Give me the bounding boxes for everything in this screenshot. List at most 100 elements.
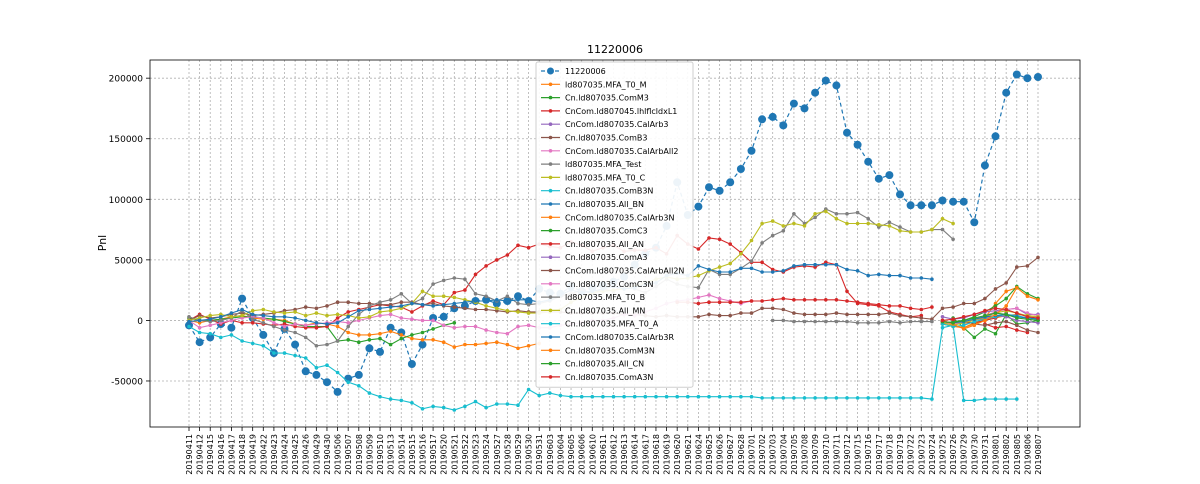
data-point	[739, 300, 743, 305]
data-point	[760, 306, 764, 311]
legend-label: ld807035.MFA_T0_M	[565, 80, 647, 89]
x-tick-label: 20190801	[992, 434, 1001, 475]
data-point	[696, 295, 701, 300]
data-point	[378, 302, 382, 307]
data-point	[781, 307, 786, 312]
data-point	[240, 339, 244, 343]
data-point	[792, 298, 796, 302]
data-point	[579, 394, 584, 399]
data-point	[686, 394, 690, 399]
x-tick-label: 20190702	[758, 434, 767, 475]
data-point	[250, 317, 255, 322]
data-point	[940, 325, 945, 330]
x-tick-label: 20190718	[885, 434, 894, 475]
data-point	[367, 315, 372, 319]
data-point	[227, 323, 236, 332]
data-point	[885, 171, 894, 180]
data-point	[346, 380, 351, 385]
data-point	[696, 285, 701, 290]
x-tick-label: 20190529	[514, 434, 523, 475]
data-point	[834, 311, 839, 315]
data-point	[993, 306, 998, 311]
x-tick-label: 20190806	[1023, 434, 1032, 475]
data-point	[832, 81, 841, 90]
legend-swatch-marker	[548, 175, 553, 180]
legend-label: CnCom.ld807045.lhlflcldxL1	[565, 107, 677, 116]
data-point	[505, 331, 510, 336]
data-point	[792, 221, 796, 226]
x-tick-label: 20190430	[323, 434, 332, 475]
x-tick-label: 20190614	[631, 434, 640, 475]
data-point	[431, 404, 435, 409]
data-point	[378, 300, 382, 305]
legend-label: ld807035.MFA_T0_B	[565, 293, 645, 302]
x-tick-label: 20190712	[843, 434, 852, 475]
data-point	[834, 212, 839, 216]
data-point	[463, 342, 467, 347]
data-point	[855, 269, 860, 273]
data-point	[705, 183, 713, 192]
data-point	[441, 340, 446, 345]
legend-item: 11220006	[541, 67, 606, 76]
data-point	[505, 342, 510, 347]
data-point	[887, 311, 892, 315]
data-point	[399, 333, 404, 337]
data-point	[993, 397, 998, 401]
data-point	[452, 408, 457, 412]
data-point	[1015, 328, 1019, 332]
data-point	[877, 312, 881, 317]
data-point	[484, 264, 488, 268]
legend-item: CnCom.ld807035.CalArbAll2	[541, 147, 678, 156]
data-point	[495, 258, 499, 262]
legend-swatch-marker	[548, 308, 553, 313]
data-point	[1025, 294, 1030, 299]
data-point	[452, 290, 457, 295]
data-point	[877, 272, 881, 277]
data-point	[993, 331, 998, 336]
data-point	[696, 315, 701, 319]
data-point	[420, 407, 425, 411]
legend-swatch-marker	[548, 188, 553, 193]
data-point	[1015, 323, 1019, 328]
data-point	[749, 238, 754, 243]
data-point	[781, 296, 786, 301]
legend-swatch-marker	[548, 162, 553, 166]
data-point	[399, 300, 404, 305]
data-point	[770, 219, 775, 223]
data-point	[526, 302, 531, 307]
data-point	[696, 301, 701, 306]
data-point	[707, 394, 711, 399]
x-tick-label: 20190531	[535, 434, 544, 475]
data-point	[219, 315, 223, 319]
x-tick-label: 20190710	[822, 434, 831, 475]
legend-item: Cn.ld807035.ComC3N	[541, 280, 654, 289]
data-point	[473, 342, 478, 347]
data-point	[335, 312, 340, 317]
data-point	[346, 321, 351, 325]
data-point	[431, 294, 435, 299]
data-point	[919, 230, 924, 234]
data-point	[983, 397, 987, 401]
data-point	[877, 222, 881, 227]
data-point	[845, 312, 849, 317]
data-point	[643, 394, 648, 399]
x-tick-label: 20190613	[620, 434, 629, 475]
legend-item: ld807035.MFA_T0_M	[541, 80, 647, 89]
data-point	[399, 304, 404, 308]
data-point	[558, 393, 563, 398]
data-point	[484, 307, 488, 312]
data-point	[760, 299, 764, 303]
data-point	[811, 88, 820, 97]
data-point	[696, 273, 701, 278]
legend-label: Cn.ld807035.ComM3	[565, 94, 649, 103]
data-point	[325, 313, 329, 318]
data-point	[1004, 312, 1008, 317]
legend-label: CnCom.ld807035.CalArbAll2N	[565, 267, 684, 276]
data-point	[707, 312, 711, 317]
data-point	[452, 345, 457, 349]
data-point	[792, 264, 796, 268]
data-point	[335, 321, 340, 325]
data-point	[749, 266, 754, 271]
data-point	[1015, 316, 1019, 320]
data-point	[961, 327, 966, 331]
